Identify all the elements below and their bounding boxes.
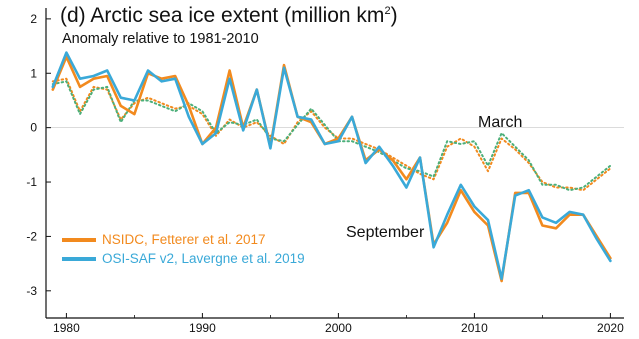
x-tick-label: 1980 — [53, 321, 80, 335]
axes: 2 1 0 -1 -2 -3 1980 1990 2000 2010 2020 — [26, 8, 624, 335]
annotation-march: March — [478, 114, 523, 131]
series-line-september-0 — [51, 55, 612, 283]
legend-label-osisaf: OSI-SAF v2, Lavergne et al. 2019 — [102, 251, 305, 266]
y-tick-label: 0 — [30, 121, 37, 135]
series-line-september-1 — [51, 51, 612, 281]
chart-title: (d) Arctic sea ice extent (million km2) — [60, 4, 398, 27]
y-tick-label: -3 — [26, 284, 37, 298]
y-tick-label: -1 — [26, 175, 37, 189]
y-tick-label: 2 — [30, 12, 37, 26]
x-tick-label: 2010 — [461, 321, 488, 335]
annotation-september: September — [346, 224, 425, 241]
series-line-march-2 — [51, 77, 612, 192]
legend-swatch-osisaf — [62, 257, 96, 262]
legend-item-nsidc: NSIDC, Fetterer et al. 2017 — [62, 232, 266, 247]
x-tick-label: 2020 — [597, 321, 624, 335]
y-tick-label: 1 — [30, 66, 37, 80]
x-tick-label: 1990 — [189, 321, 216, 335]
series-line-march-3 — [51, 80, 612, 192]
legend-label-nsidc: NSIDC, Fetterer et al. 2017 — [102, 232, 266, 247]
series-layer — [51, 51, 612, 283]
x-tick-label: 2000 — [325, 321, 352, 335]
title-superscript: 2 — [384, 5, 391, 17]
legend-swatch-nsidc — [62, 238, 96, 243]
y-tick-label: -2 — [26, 229, 37, 243]
legend-item-osisaf: OSI-SAF v2, Lavergne et al. 2019 — [62, 251, 305, 266]
chart-subtitle: Anomaly relative to 1981-2010 — [62, 31, 259, 47]
